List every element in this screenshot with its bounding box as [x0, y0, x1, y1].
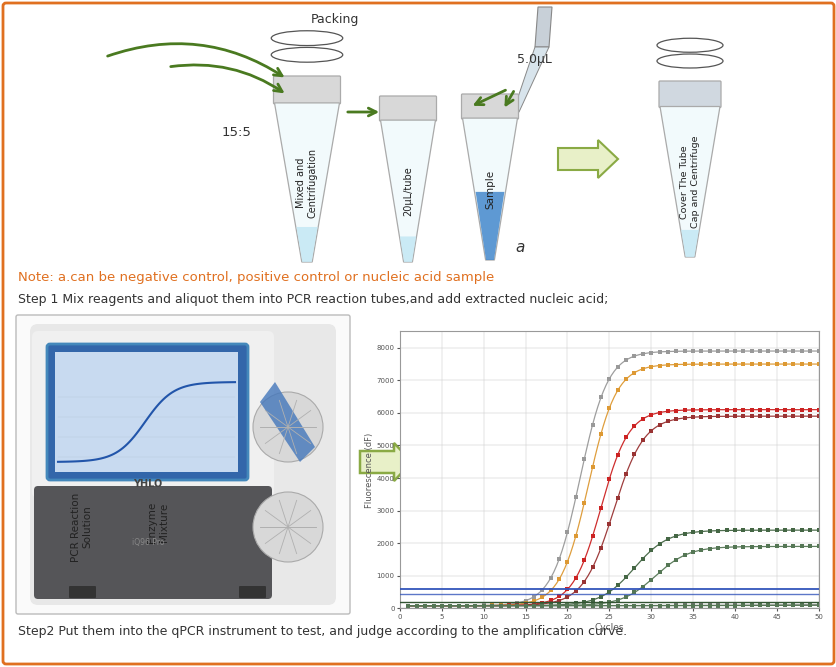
Text: Mixed and
Centrifugation: Mixed and Centrifugation — [296, 147, 318, 217]
Text: Sample: Sample — [484, 169, 494, 209]
Text: Step2 Put them into the qPCR instrument to test, and judge according to the ampl: Step2 Put them into the qPCR instrument … — [18, 626, 626, 638]
Polygon shape — [512, 47, 548, 112]
FancyBboxPatch shape — [47, 344, 247, 480]
Y-axis label: Fluorescence (dF): Fluorescence (dF) — [364, 432, 374, 508]
FancyBboxPatch shape — [55, 411, 109, 448]
X-axis label: Cycles: Cycles — [594, 622, 624, 632]
Polygon shape — [296, 227, 317, 262]
Polygon shape — [475, 192, 504, 260]
Text: 5.0μL: 5.0μL — [517, 53, 551, 65]
Polygon shape — [380, 120, 435, 262]
Polygon shape — [134, 554, 181, 593]
Text: 20μL/tube: 20μL/tube — [402, 166, 412, 216]
Text: YHLO: YHLO — [133, 479, 162, 489]
FancyBboxPatch shape — [69, 586, 96, 598]
FancyArrow shape — [359, 443, 411, 481]
FancyBboxPatch shape — [379, 96, 436, 121]
FancyBboxPatch shape — [16, 315, 349, 614]
Circle shape — [252, 492, 323, 562]
Polygon shape — [274, 103, 339, 262]
Text: iQ96 Pro: iQ96 Pro — [131, 538, 164, 546]
FancyBboxPatch shape — [55, 352, 237, 472]
Polygon shape — [260, 382, 314, 462]
FancyBboxPatch shape — [34, 486, 272, 599]
Text: PCR Reaction
Solution: PCR Reaction Solution — [71, 492, 93, 562]
Polygon shape — [400, 237, 415, 262]
FancyBboxPatch shape — [461, 94, 517, 119]
Polygon shape — [462, 118, 517, 260]
Text: 15:5: 15:5 — [222, 125, 252, 139]
FancyBboxPatch shape — [32, 331, 273, 498]
FancyBboxPatch shape — [273, 76, 340, 104]
Text: Enzyme
Mixture: Enzyme Mixture — [147, 502, 169, 543]
Text: Step 1 Mix reagents and aliquot them into PCR reaction tubes,and add extracted n: Step 1 Mix reagents and aliquot them int… — [18, 293, 608, 305]
FancyBboxPatch shape — [56, 447, 108, 607]
FancyBboxPatch shape — [133, 450, 183, 594]
Text: Note: a.can be negative control, positive control or nucleic acid sample: Note: a.can be negative control, positiv… — [18, 271, 494, 283]
FancyBboxPatch shape — [239, 586, 266, 598]
Circle shape — [252, 392, 323, 462]
Polygon shape — [660, 107, 719, 257]
Polygon shape — [681, 230, 698, 257]
Text: Packing: Packing — [310, 13, 359, 25]
Polygon shape — [534, 7, 551, 47]
Text: Cover The Tube
Cap and Centrifuge: Cover The Tube Cap and Centrifuge — [680, 135, 699, 228]
FancyBboxPatch shape — [3, 3, 833, 664]
Text: a: a — [515, 239, 524, 255]
Polygon shape — [57, 535, 107, 606]
FancyArrow shape — [558, 140, 617, 178]
FancyBboxPatch shape — [658, 81, 720, 107]
FancyBboxPatch shape — [132, 418, 184, 452]
FancyBboxPatch shape — [30, 324, 335, 605]
